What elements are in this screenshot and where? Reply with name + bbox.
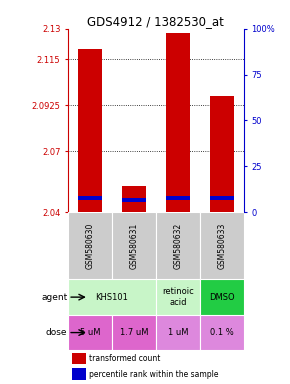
Text: retinoic
acid: retinoic acid (162, 287, 194, 307)
Bar (68, 280, 156, 315)
Text: DMSO: DMSO (209, 293, 235, 301)
Text: 1 uM: 1 uM (168, 328, 188, 337)
Text: 0.1 %: 0.1 % (210, 328, 233, 337)
Bar (166, 196, 190, 200)
Bar (210, 96, 234, 212)
Text: agent: agent (41, 293, 67, 301)
Bar (156, 280, 200, 315)
Bar (200, 212, 244, 280)
Bar (200, 280, 244, 315)
Bar (78, 196, 102, 200)
Bar (200, 315, 244, 350)
Text: GSM580633: GSM580633 (217, 223, 226, 269)
Bar (122, 198, 146, 202)
Bar (68, 315, 112, 350)
Text: percentile rank within the sample: percentile rank within the sample (89, 370, 219, 379)
Bar (210, 196, 234, 200)
Bar (78, 49, 102, 212)
Bar (122, 186, 146, 212)
Text: dose: dose (46, 328, 67, 337)
Bar (112, 212, 156, 280)
Text: transformed count: transformed count (89, 354, 161, 363)
Bar (112, 315, 156, 350)
Bar (68, 212, 112, 280)
Text: 1.7 uM: 1.7 uM (120, 328, 148, 337)
Text: GSM580632: GSM580632 (173, 223, 182, 269)
Title: GDS4912 / 1382530_at: GDS4912 / 1382530_at (88, 15, 224, 28)
Text: GSM580631: GSM580631 (129, 223, 138, 269)
Bar (156, 212, 200, 280)
Bar (156, 315, 200, 350)
Text: KHS101: KHS101 (96, 293, 128, 301)
Bar (166, 33, 190, 212)
Text: GSM580630: GSM580630 (86, 223, 95, 269)
Bar (72, 353, 86, 364)
Text: 5 uM: 5 uM (80, 328, 100, 337)
Bar (72, 368, 86, 379)
